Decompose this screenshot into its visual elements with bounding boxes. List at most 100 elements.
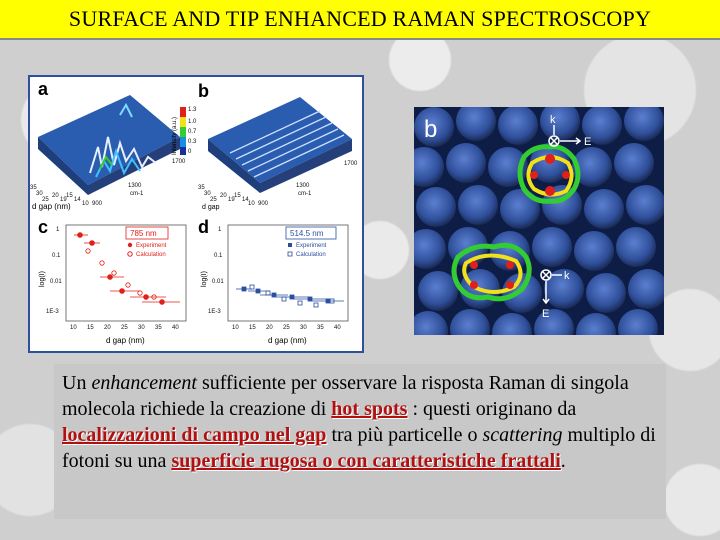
caption-superficie: superficie rugosa o con caratteristiche … — [171, 450, 561, 472]
caption-part-8: . — [560, 450, 566, 472]
plot-d-xtick-0: 10 — [232, 325, 239, 331]
plot-d-xtick-1: 15 — [249, 325, 256, 331]
page-title: SURFACE AND TIP ENHANCED RAMAN SPECTROSC… — [68, 6, 652, 31]
plot-c-xtick-0: 10 — [70, 325, 77, 331]
plot-c-ylabel: log(I) — [39, 271, 46, 287]
plot-d-ylabel: log(I) — [201, 271, 208, 287]
left-figure: a b c d 35 30 25 20 19 15 14 10 900 1700 — [28, 75, 364, 353]
caption-part-5: tra più particelle o — [326, 424, 483, 446]
plot-c-legend-0: Experiment — [136, 243, 167, 249]
plot-d-xtick-6: 40 — [334, 325, 341, 331]
hot-spot-cluster-top — [517, 144, 581, 204]
surf-b-xtick-7: 10 — [248, 201, 255, 207]
colorbar-tick-4: 0 — [188, 149, 192, 155]
plot-d-legend-0: Experiment — [296, 243, 327, 249]
caption-text: Un enhancement sufficiente per osservare… — [54, 364, 666, 519]
colorbar: 1.3 1.0 0.7 0.3 0 Intensity (a.u.) — [172, 107, 197, 155]
surf-b-xtick-5: 15 — [234, 193, 241, 199]
colorbar-tick-2: 0.7 — [188, 129, 197, 135]
surf-a-xtick-4: 19 — [60, 197, 67, 203]
left-figure-graphic: a b c d 35 30 25 20 19 15 14 10 900 1700 — [30, 79, 358, 345]
colorbar-tick-1: 1.0 — [188, 119, 197, 125]
colorbar-tick-0: 1.3 — [188, 107, 197, 113]
surf-b-xtick-6: 14 — [242, 197, 249, 203]
plot-d-xtick-3: 25 — [283, 325, 290, 331]
surf-a-xtick-5: 15 — [66, 193, 73, 199]
plot-d-wavelength: 514.5 nm — [290, 229, 324, 238]
plot-d-legend-1: Calculation — [296, 252, 326, 258]
plot-d-xtick-4: 30 — [300, 325, 307, 331]
plot-c-legend-1: Calculation — [136, 252, 166, 258]
caption-localizzazioni: localizzazioni di campo nel gap — [62, 424, 327, 446]
plot-c-xtick-3: 25 — [121, 325, 128, 331]
hot-spot-cluster-bottom — [451, 242, 532, 302]
surf-b-xtick-4: 19 — [228, 197, 235, 203]
hot-spots-micrograph: b k E k E — [414, 107, 664, 335]
e-label-bottom: E — [542, 308, 549, 320]
surf-b-xtick-0: 35 — [198, 185, 205, 191]
plot-d-ytick-3: 1E-3 — [208, 309, 221, 315]
surf-b-xtick-3: 20 — [220, 193, 227, 199]
surface-plot-b: 35 30 25 20 19 15 14 10 900 1700 1300 cm… — [198, 97, 358, 211]
colorbar-label: Intensity (a.u.) — [172, 117, 178, 155]
polarization-axes-bottom — [540, 269, 562, 305]
caption-part-1: Un — [62, 372, 92, 394]
panel-label-b: b — [198, 81, 209, 101]
e-label-top: E — [584, 136, 591, 148]
surf-a-xtick-7: 10 — [82, 201, 89, 207]
right-figure: b k E k E — [414, 107, 664, 335]
plot-d-ytick-2: 0.01 — [212, 279, 224, 285]
plot-c-xlabel: d gap (nm) — [106, 336, 145, 345]
plot-c-xtick-5: 35 — [155, 325, 162, 331]
colorbar-tick-3: 0.3 — [188, 139, 197, 145]
plot-c-ytick-3: 1E-3 — [46, 309, 59, 315]
plot-c-wavelength: 785 nm — [130, 229, 157, 238]
panel-label-d: d — [198, 217, 209, 237]
plot-c-xtick-4: 30 — [138, 325, 145, 331]
caption-part-4: : questi originano da — [407, 398, 577, 420]
caption-part-7: multiplo di fotoni su una — [62, 424, 656, 472]
k-label-top: k — [550, 114, 556, 126]
plot-d-ytick-0: 1 — [218, 227, 222, 233]
surf-b-xtick-1: 30 — [204, 191, 211, 197]
plot-d-xlabel: d gap (nm) — [268, 336, 307, 345]
plot-c-ytick-1: 0.1 — [52, 253, 61, 259]
caption-enhancement: enhancement — [91, 372, 197, 394]
surf-a-xtick-0: 35 — [30, 185, 37, 191]
surf-b-ytick-1: 1300 — [296, 183, 310, 189]
surf-a-ytick-1: 1300 — [128, 183, 142, 189]
plot-c-xtick-2: 20 — [104, 325, 111, 331]
surf-b-dgap: d gap — [202, 204, 220, 211]
plot-d-xtick-2: 20 — [266, 325, 273, 331]
panel-label-a: a — [38, 79, 49, 99]
plot-c-xtick-1: 15 — [87, 325, 94, 331]
surf-a-xtick-1: 30 — [36, 191, 43, 197]
plot-d: 1 0.1 0.01 1E-3 10 15 20 25 30 35 40 log… — [201, 224, 349, 345]
surf-a-unit: cm-1 — [130, 191, 144, 197]
right-panel-label: b — [424, 116, 437, 143]
surf-a-ytick-0: 1700 — [172, 159, 186, 165]
plot-c-ytick-2: 0.01 — [50, 279, 62, 285]
surf-b-xtick-2: 25 — [210, 197, 217, 203]
caption-hot-spots: hot spots — [331, 398, 408, 420]
caption-scattering: scattering — [482, 424, 563, 446]
panel-label-c: c — [38, 217, 48, 237]
surf-a-xtick-6: 14 — [74, 197, 81, 203]
plot-c: 1 0.1 0.01 1E-3 10 15 20 25 30 35 40 log… — [39, 224, 187, 345]
surf-b-ytick-0: 1700 — [344, 161, 358, 167]
caption-part-3: sufficiente per osservare la risposta Ra… — [62, 372, 629, 420]
surf-b-xtick-8: 900 — [258, 201, 269, 207]
surf-a-dgap: d gap (nm) — [32, 202, 71, 211]
surf-a-xtick-3: 20 — [52, 193, 59, 199]
polarization-axes-top — [548, 125, 582, 147]
k-label-bottom: k — [564, 270, 570, 282]
plot-c-xtick-6: 40 — [172, 325, 179, 331]
surf-a-xtick-8: 900 — [92, 201, 103, 207]
surf-a-xtick-2: 25 — [42, 197, 49, 203]
title-bar: SURFACE AND TIP ENHANCED RAMAN SPECTROSC… — [0, 0, 720, 40]
plot-c-ytick-0: 1 — [56, 227, 60, 233]
plot-d-xtick-5: 35 — [317, 325, 324, 331]
plot-d-ytick-1: 0.1 — [214, 253, 223, 259]
surface-plot-a: 35 30 25 20 19 15 14 10 900 1700 1300 cm… — [30, 95, 186, 211]
surf-b-unit: cm-1 — [298, 191, 312, 197]
